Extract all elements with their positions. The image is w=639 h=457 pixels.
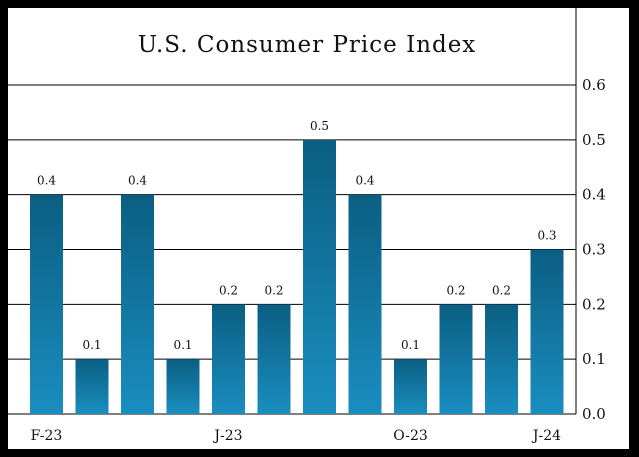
y-axis-ticks: 0.0 0.1 0.2 0.3 0.4 0.5 0.6 bbox=[582, 76, 606, 423]
data-labels: 0.4 0.1 0.4 0.1 0.2 0.2 0.5 0.4 0.1 0.2 0.2 0.3 bbox=[37, 119, 557, 352]
x-tick-label: O-23 bbox=[393, 428, 428, 444]
bar bbox=[212, 304, 245, 414]
bar bbox=[439, 304, 473, 414]
data-label: 0.1 bbox=[401, 338, 420, 352]
y-tick-label: 0.6 bbox=[582, 76, 606, 94]
data-label: 0.4 bbox=[128, 174, 147, 188]
bar bbox=[257, 304, 291, 414]
y-tick-label: 0.4 bbox=[582, 186, 606, 204]
y-tick-label: 0.5 bbox=[582, 131, 606, 149]
y-tick-label: 0.1 bbox=[582, 350, 606, 368]
data-label: 0.3 bbox=[537, 229, 556, 243]
y-tick-label: 0.0 bbox=[582, 405, 606, 423]
bar bbox=[121, 194, 154, 414]
data-label: 0.2 bbox=[446, 283, 465, 297]
data-label: 0.4 bbox=[37, 174, 56, 188]
chart-title: U.S. Consumer Price Index bbox=[138, 32, 477, 58]
bar-chart: U.S. Consumer Price Index 0.40.10.40.10.… bbox=[8, 8, 606, 444]
data-label: 0.4 bbox=[355, 174, 374, 188]
x-tick-label: F-23 bbox=[31, 428, 63, 444]
bar bbox=[485, 304, 518, 414]
data-label: 0.2 bbox=[219, 283, 238, 297]
data-label: 0.2 bbox=[492, 283, 511, 297]
x-axis-ticks: F-23 J-23 O-23 J-24 bbox=[31, 428, 561, 444]
x-tick-label: J-24 bbox=[531, 428, 561, 444]
bars bbox=[30, 139, 564, 415]
bar bbox=[303, 139, 336, 415]
data-label: 0.1 bbox=[173, 338, 192, 352]
x-tick-label: J-23 bbox=[212, 428, 242, 444]
chart-panel: U.S. Consumer Price Index 0.4 0.1 0.4 0.1 0.… bbox=[8, 8, 629, 449]
bar bbox=[166, 359, 200, 414]
data-label: 0.1 bbox=[82, 338, 101, 352]
data-label: 0.5 bbox=[310, 119, 329, 133]
bar bbox=[30, 194, 63, 414]
bar bbox=[348, 194, 382, 414]
bar bbox=[394, 359, 427, 414]
y-tick-label: 0.2 bbox=[582, 295, 606, 313]
bar bbox=[75, 359, 109, 414]
y-tick-label: 0.3 bbox=[582, 241, 606, 259]
bar bbox=[530, 249, 564, 414]
data-label: 0.2 bbox=[264, 283, 283, 297]
